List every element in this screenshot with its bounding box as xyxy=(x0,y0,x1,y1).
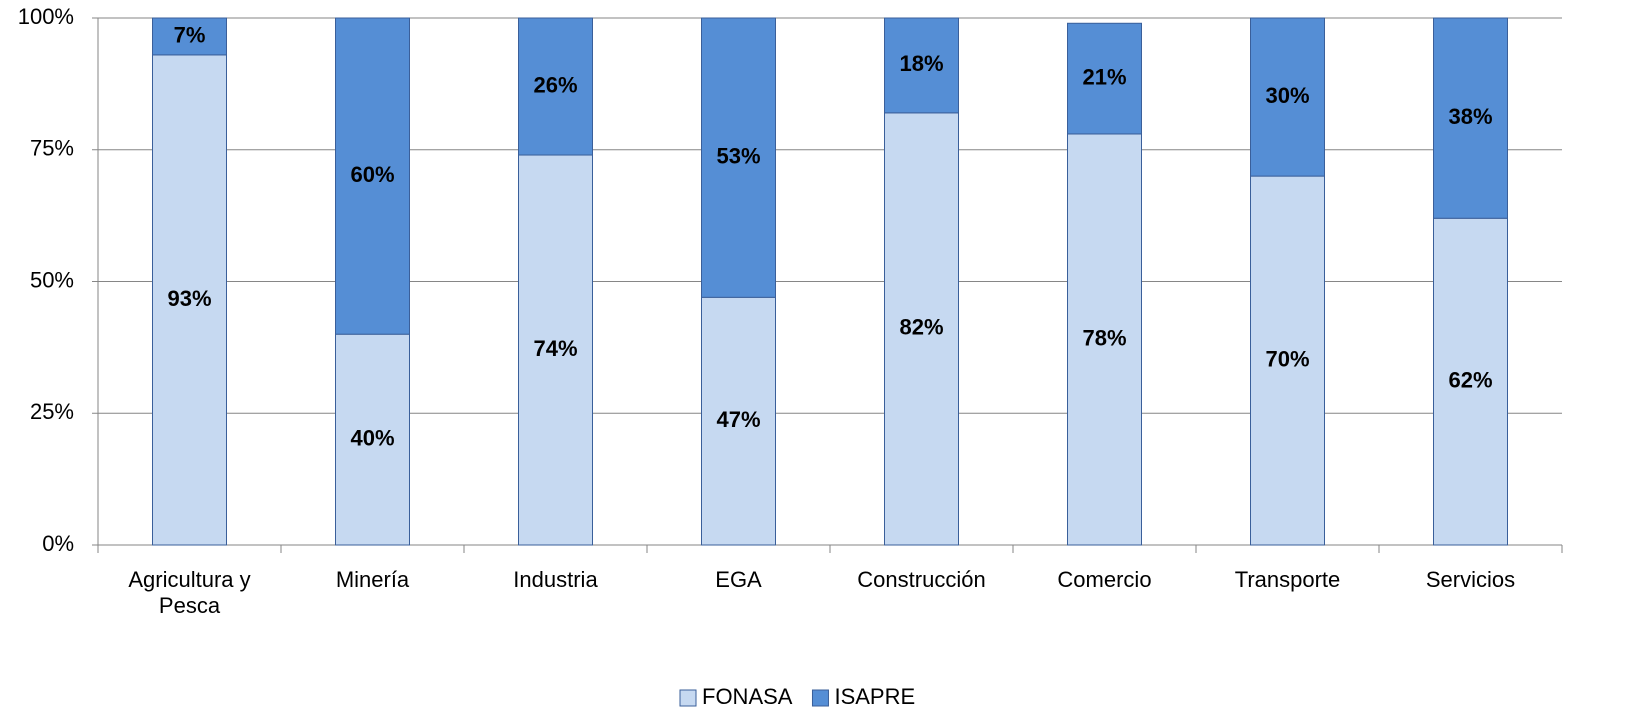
value-label: 21% xyxy=(1082,64,1126,89)
x-tick-label: Industria xyxy=(513,567,598,592)
x-label-box: Transporte xyxy=(1234,567,1341,592)
value-label: 53% xyxy=(716,143,760,168)
x-label-box: Industria xyxy=(513,567,598,592)
legend-label: ISAPRE xyxy=(834,684,915,709)
value-label: 7% xyxy=(174,22,206,47)
x-tick-label: Servicios xyxy=(1425,567,1516,592)
legend-label: FONASA xyxy=(702,684,793,709)
bar-segment xyxy=(518,154,593,546)
y-tick-label: 50% xyxy=(30,267,74,292)
bar-segment xyxy=(152,17,227,56)
value-label: 93% xyxy=(167,286,211,311)
bar-segment xyxy=(1067,22,1142,135)
x-label-box: Agricultura y Pesca xyxy=(128,567,251,618)
bar-segment xyxy=(1067,133,1142,546)
y-tick-label: 100% xyxy=(18,4,74,29)
bar-segment xyxy=(335,333,410,546)
bar-segment xyxy=(701,296,776,546)
value-label: 82% xyxy=(899,315,943,340)
bar-segment xyxy=(335,17,410,335)
x-tick-label: EGA xyxy=(715,567,762,592)
value-label: 30% xyxy=(1265,83,1309,108)
value-label: 60% xyxy=(350,162,394,187)
x-tick-label: Agricultura y Pesca xyxy=(128,567,251,618)
value-label: 78% xyxy=(1082,325,1126,350)
y-tick-label: 75% xyxy=(30,136,74,161)
value-label: 38% xyxy=(1448,104,1492,129)
x-tick-label: Transporte xyxy=(1234,567,1341,592)
bar-segment xyxy=(1250,17,1325,177)
bar-segment xyxy=(884,112,959,546)
bar-segment xyxy=(518,17,593,156)
value-label: 26% xyxy=(533,72,577,97)
value-label: 40% xyxy=(350,425,394,450)
x-tick-label: Comercio xyxy=(1057,567,1152,592)
bar-segment xyxy=(1433,17,1508,219)
x-tick-label: Minería xyxy=(335,567,410,592)
x-label-box: Construcción xyxy=(857,567,986,592)
y-tick-label: 0% xyxy=(42,531,74,556)
legend-swatch xyxy=(679,689,697,707)
x-label-box: Comercio xyxy=(1057,567,1152,592)
value-label: 47% xyxy=(716,407,760,432)
y-tick-label: 25% xyxy=(30,399,74,424)
bar-segment xyxy=(884,17,959,114)
x-label-box: Minería xyxy=(335,567,410,592)
x-label-box: Servicios xyxy=(1425,567,1516,592)
value-label: 62% xyxy=(1448,367,1492,392)
x-label-box: EGA xyxy=(715,567,762,592)
value-label: 74% xyxy=(533,336,577,361)
bar-segment xyxy=(701,17,776,298)
legend-swatch xyxy=(811,689,829,707)
value-label: 18% xyxy=(899,51,943,76)
value-label: 70% xyxy=(1265,346,1309,371)
x-tick-label: Construcción xyxy=(857,567,986,592)
bar-segment xyxy=(1433,217,1508,546)
bar-segment xyxy=(152,54,227,546)
